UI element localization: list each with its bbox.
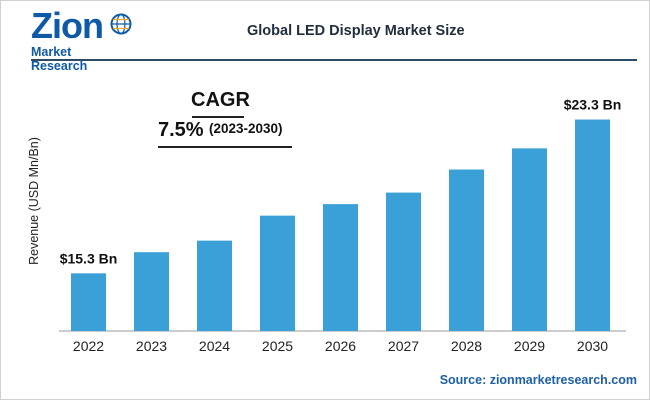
cagr-divider-bottom (158, 146, 292, 148)
chart-title: Global LED Display Market Size (247, 23, 465, 39)
cagr-label: CAGR (191, 89, 250, 111)
brand-name: Zion (31, 5, 104, 46)
cagr-value: 7.5% (158, 119, 204, 141)
brand-subtitle: Market Research (31, 45, 131, 73)
x-tick-label-2022: 2022 (73, 338, 104, 354)
globe-icon (110, 13, 132, 35)
bar-2022 (71, 273, 106, 331)
cagr-period: (2023-2030) (209, 121, 283, 136)
bar-2023 (134, 252, 169, 331)
x-tick-label-2025: 2025 (262, 338, 293, 354)
x-tick-label-2024: 2024 (199, 338, 230, 354)
brand-logo: Zion Market Research (31, 5, 132, 73)
x-tick-label-2028: 2028 (451, 338, 482, 354)
x-tick-label-2026: 2026 (325, 338, 356, 354)
bar-2025 (260, 215, 295, 331)
x-tick-label-2027: 2027 (388, 338, 419, 354)
bar-2029 (512, 148, 547, 331)
x-tick-label-2023: 2023 (136, 338, 167, 354)
bar-2024 (197, 240, 232, 331)
x-tick-label-2030: 2030 (577, 338, 608, 354)
bar-2030 (575, 119, 610, 331)
brand-subtitle-text: Market Research (31, 45, 88, 73)
source-credit: Source: zionmarketresearch.com (439, 373, 637, 387)
data-label-last: $23.3 Bn (564, 97, 622, 113)
data-label-first: $15.3 Bn (60, 250, 118, 266)
bar-2028 (449, 169, 484, 331)
header-divider (31, 59, 637, 61)
bar-2027 (386, 192, 421, 331)
x-tick-label-2029: 2029 (514, 338, 545, 354)
bar-2026 (323, 204, 358, 331)
cagr-divider-top (192, 116, 244, 118)
